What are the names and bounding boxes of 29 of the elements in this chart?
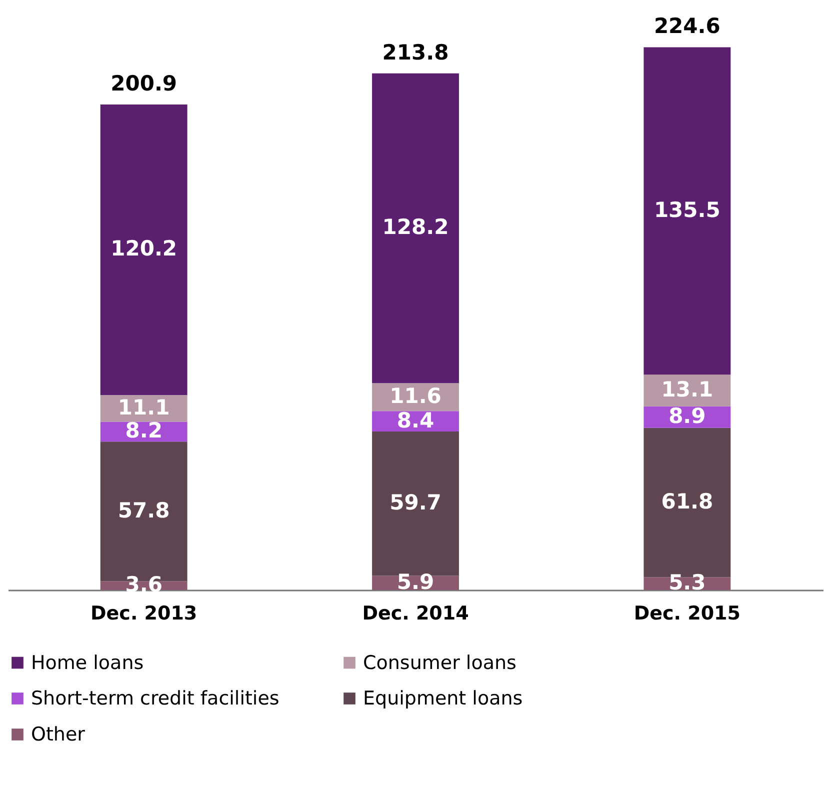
data-label: 61.8 bbox=[661, 490, 714, 514]
data-label: 57.8 bbox=[118, 498, 170, 522]
data-label: 3.6 bbox=[125, 572, 162, 597]
legend-label: Other bbox=[31, 724, 86, 746]
total-label: 213.8 bbox=[382, 40, 449, 64]
data-label: 8.9 bbox=[668, 404, 706, 428]
bar bbox=[100, 104, 188, 395]
bar bbox=[372, 73, 459, 384]
x-tick-label: Dec. 2015 bbox=[634, 602, 740, 624]
data-label: 135.5 bbox=[654, 198, 720, 222]
data-label: 5.9 bbox=[396, 570, 434, 594]
data-label: 11.6 bbox=[390, 384, 442, 408]
legend-label: Consumer loans bbox=[363, 652, 516, 674]
data-label: 120.2 bbox=[110, 236, 178, 261]
data-label: 8.4 bbox=[396, 408, 434, 432]
total-label: 200.9 bbox=[110, 71, 178, 96]
data-label: 11.1 bbox=[118, 395, 170, 420]
data-label: 128.2 bbox=[382, 215, 449, 240]
x-tick-label: Dec. 2013 bbox=[90, 602, 198, 624]
x-tick-label: Dec. 2014 bbox=[362, 602, 469, 624]
legend-label: Short-term credit facilities bbox=[31, 688, 280, 710]
data-label: 8.2 bbox=[125, 418, 162, 443]
data-label: 5.3 bbox=[668, 570, 706, 595]
data-label: 13.1 bbox=[661, 378, 714, 402]
legend-label: Home loans bbox=[31, 652, 144, 674]
legend-label: Equipment loans bbox=[363, 688, 523, 710]
data-label: 59.7 bbox=[390, 490, 442, 515]
total-label: 224.6 bbox=[654, 14, 720, 38]
bar bbox=[644, 47, 731, 375]
